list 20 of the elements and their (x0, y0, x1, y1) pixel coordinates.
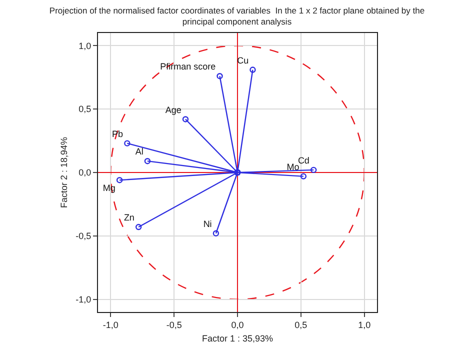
series-label: Zn (124, 212, 134, 223)
y-tick-label: 1,0 (78, 40, 92, 51)
y-tick-label: 0,5 (78, 104, 92, 114)
x-tick-label: -0,5 (166, 320, 182, 330)
series-label: Mo (286, 162, 300, 172)
x-tick-label: 0,5 (294, 320, 308, 330)
y-tick-label: -1,0 (76, 294, 92, 304)
y-tick-label: 0,0 (78, 168, 92, 178)
y-axis-title: Factor 2 : 18,94% (59, 136, 70, 208)
x-tick-label: 0,0 (231, 320, 244, 330)
x-tick-label: 1,0 (358, 320, 371, 330)
series-label: Pfirman score (160, 62, 216, 72)
x-tick-label: -1,0 (102, 320, 118, 330)
x-axis-title: Factor 1 : 35,93% (202, 334, 274, 344)
y-tick-label: -0,5 (76, 231, 92, 242)
series-label: Age (165, 104, 182, 115)
series-label: Al (135, 146, 144, 157)
series-label: Ni (203, 218, 212, 229)
series-label: Cd (298, 156, 310, 166)
chart-title: Projection of the normalised factor coordinates of variables In the 1 x 2 factor plane obtained by the principal component analysis (49, 5, 425, 26)
